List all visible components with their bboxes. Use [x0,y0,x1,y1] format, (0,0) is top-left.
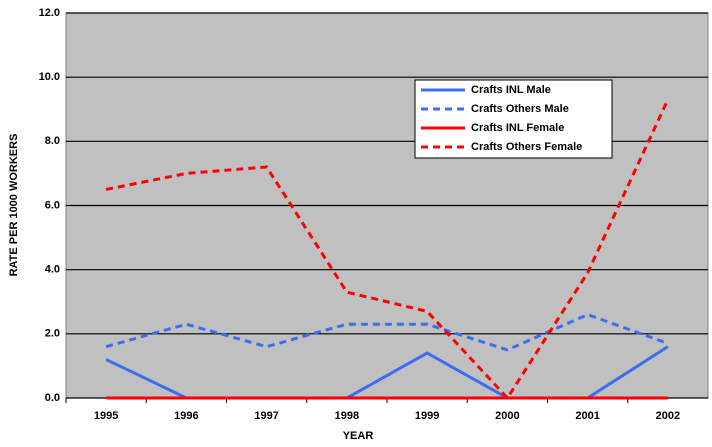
y-tick-label: 12.0 [39,7,60,19]
series-line [105,98,670,401]
x-tick-label: 1997 [254,410,278,422]
x-tick-label: 1995 [94,410,118,422]
series-line [105,312,669,352]
y-tick-label: 10.0 [39,71,60,83]
x-tick-label: 2000 [495,410,519,422]
x-tick-label: 1996 [174,410,198,422]
x-tick-label: 2002 [656,410,680,422]
y-axis-label: RATE PER 1000 WORKERS [8,134,20,277]
x-tick-label: 1999 [415,410,439,422]
y-tick-label: 8.0 [45,135,60,147]
legend-label: Crafts Others Male [471,103,569,115]
x-tick-label: 1998 [335,410,359,422]
y-tick-label: 2.0 [45,328,60,340]
legend-label: Crafts INL Female [471,122,564,134]
legend-label: Crafts INL Male [471,84,551,96]
legend-label: Crafts Others Female [471,141,582,153]
legend-box [414,79,613,159]
x-axis-label: YEAR [343,430,374,442]
x-tick-label: 2001 [575,410,599,422]
y-tick-label: 4.0 [45,264,60,276]
y-tick-label: 0.0 [45,392,60,404]
y-tick-label: 6.0 [45,199,60,211]
